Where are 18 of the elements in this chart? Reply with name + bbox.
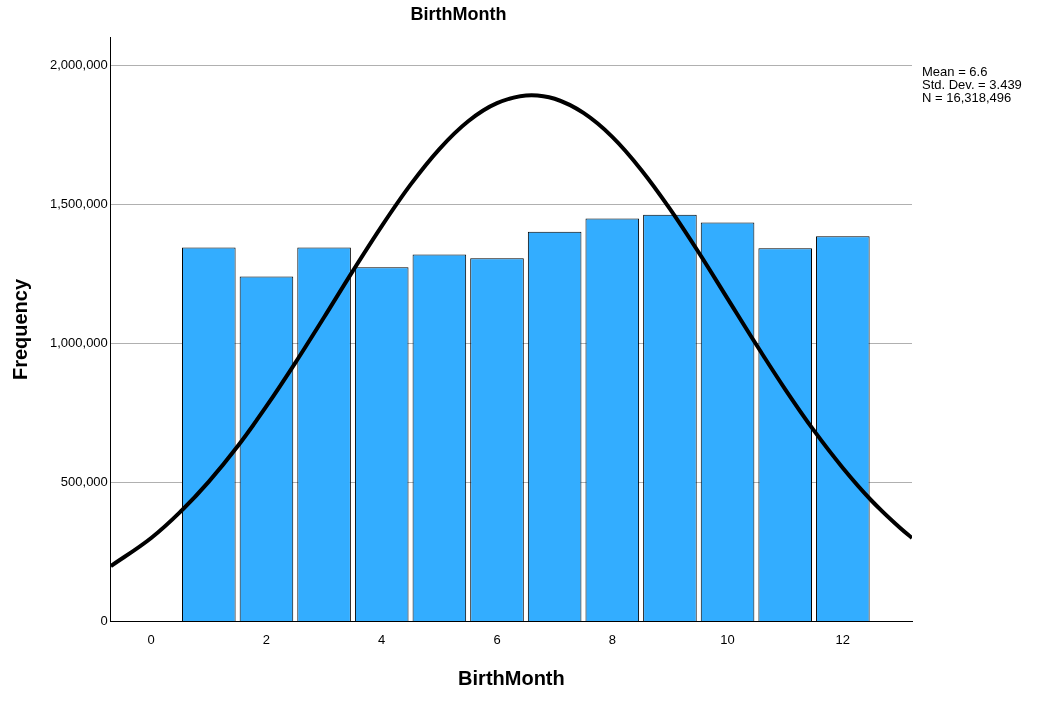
- y-tick-label: 0: [100, 612, 108, 628]
- y-tick-label: 2,000,000: [49, 56, 108, 72]
- text: Std. Dev. = 3.439: [922, 76, 1022, 92]
- y-tick-label: 1,000,000: [49, 334, 108, 350]
- text: N = 16,318,496: [922, 89, 1012, 105]
- x-tick-label: 4: [378, 631, 386, 647]
- x-tick-label: 6: [493, 631, 501, 647]
- x-tick-label: 10: [720, 631, 735, 647]
- text: Mean = 6.6: [922, 63, 988, 79]
- x-axis-title: BirthMonth: [458, 666, 565, 689]
- y-tick-label: 500,000: [60, 473, 108, 489]
- x-tick-label: 12: [835, 631, 851, 647]
- chart-title: BirthMonth: [410, 3, 507, 24]
- x-tick-label: 0: [147, 631, 155, 647]
- x-tick-label: 2: [262, 631, 271, 647]
- y-axis-title: Frequency: [8, 278, 31, 381]
- x-tick-label: 8: [608, 631, 616, 647]
- y-tick-label: 1,500,000: [49, 195, 108, 211]
